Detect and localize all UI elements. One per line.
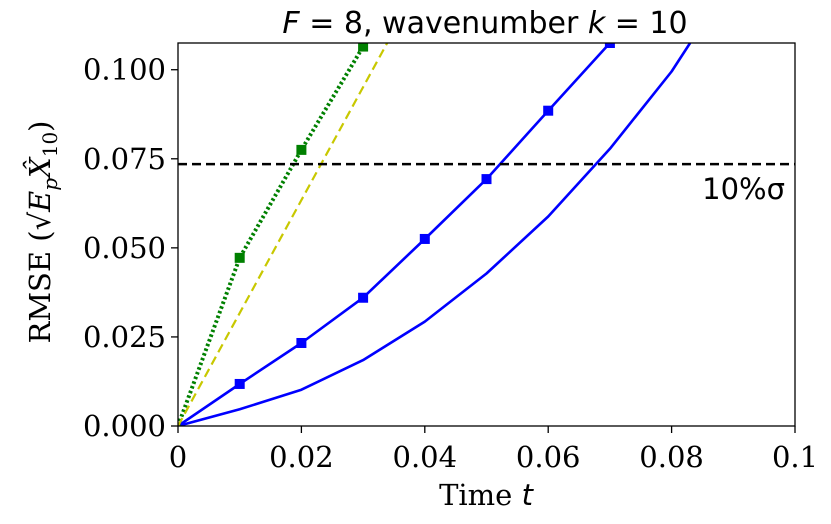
series-line-yellow-dashed bbox=[178, 43, 389, 426]
title-part-1: = 8, wavenumber bbox=[300, 6, 588, 41]
plot-series bbox=[178, 43, 692, 426]
x-tick-label: 0.1 bbox=[772, 440, 818, 474]
y-tick-label: 0.075 bbox=[83, 142, 166, 176]
series-line-green-dotted bbox=[178, 45, 365, 426]
series-point-green-dotted bbox=[358, 43, 369, 52]
series-point-green-dotted bbox=[234, 252, 245, 263]
series-point-blue-square bbox=[296, 337, 307, 348]
ylabel-p: p bbox=[38, 178, 62, 191]
series-point-blue-square bbox=[481, 174, 492, 185]
series-point-blue-square bbox=[419, 233, 430, 244]
ylabel-text: RMSE ( bbox=[23, 230, 57, 343]
x-tick-label: 0.04 bbox=[393, 440, 458, 474]
x-tick-label: 0.06 bbox=[516, 440, 581, 474]
title-k-symbol: k bbox=[588, 6, 607, 41]
x-axis-label: Time t bbox=[439, 478, 535, 512]
ylabel-e: E bbox=[23, 191, 57, 213]
axis-ticks: 0 0.02 0.04 0.06 0.08 0.1 0.000 0.025 0.050 0.075… bbox=[83, 53, 818, 474]
series-point-blue-square bbox=[234, 378, 245, 389]
plot-frame bbox=[177, 42, 796, 427]
ylabel-close: ) bbox=[23, 120, 57, 131]
y-tick-label: 0.050 bbox=[83, 231, 166, 265]
y-axis-label: RMSE (√EpX̂10) bbox=[23, 120, 62, 343]
series-point-blue-square bbox=[543, 105, 554, 116]
y-tick-label: 0.100 bbox=[83, 53, 166, 87]
x-tick-label: 0.02 bbox=[269, 440, 334, 474]
title-part-2: = 10 bbox=[605, 6, 687, 41]
threshold-label: 10%σ bbox=[702, 172, 785, 206]
ylabel-sqrt: √ bbox=[23, 211, 57, 230]
x-tick-label: 0.08 bbox=[639, 440, 704, 474]
ylabel-x: X̂ bbox=[23, 156, 57, 180]
series-line-blue-plain bbox=[178, 43, 692, 426]
chart-title: F = 8, wavenumber k = 10 bbox=[282, 6, 687, 41]
x-tick-label: 0 bbox=[169, 440, 187, 474]
series-line-blue-square bbox=[178, 43, 611, 426]
y-tick-label: 0.025 bbox=[83, 320, 166, 354]
xlabel-symbol: t bbox=[522, 478, 535, 512]
series-point-green-dotted bbox=[296, 144, 307, 155]
xlabel-text: Time bbox=[439, 478, 522, 512]
svg-text:RMSE (√EpX̂10): RMSE (√EpX̂10) bbox=[23, 120, 62, 343]
title-f-symbol: F bbox=[282, 6, 300, 41]
ylabel-sub: 10 bbox=[38, 132, 62, 157]
series-point-blue-square bbox=[604, 43, 615, 48]
series-point-blue-square bbox=[358, 292, 369, 303]
y-tick-label: 0.000 bbox=[83, 409, 166, 443]
